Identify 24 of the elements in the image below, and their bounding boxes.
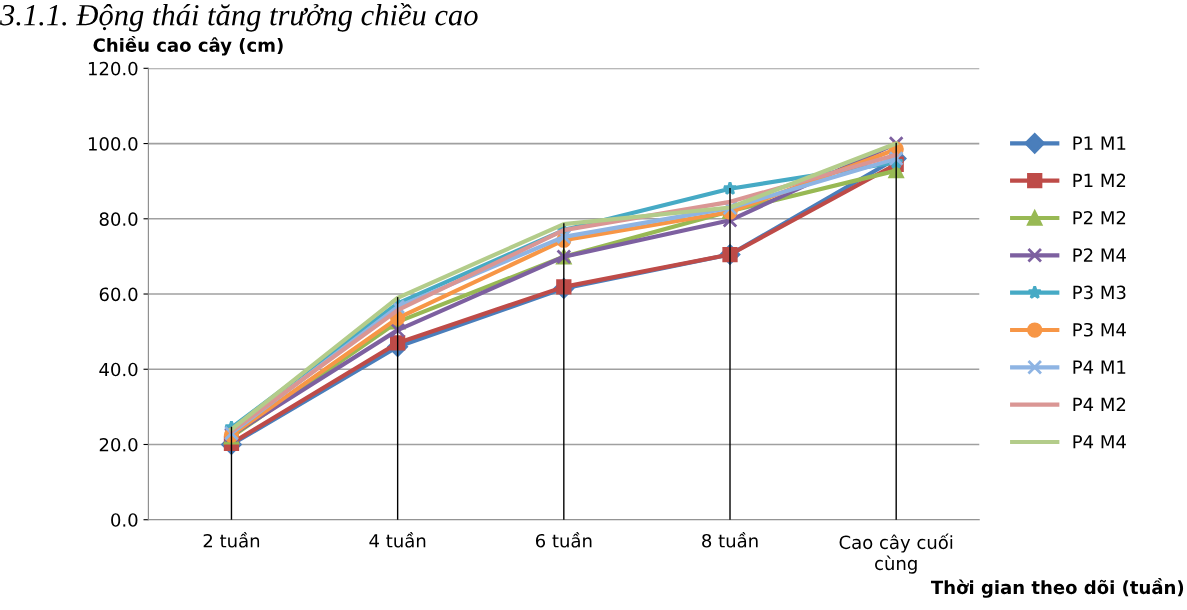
- y-tick-label: 80.0: [99, 212, 138, 226]
- legend-label: P3 M3: [1073, 285, 1126, 300]
- legend-label: P4 M1: [1073, 360, 1126, 374]
- y-axis-title: Chiều cao cây (cm): [93, 35, 283, 56]
- legend-label: P2 M4: [1073, 248, 1126, 262]
- y-tick-label: 40.0: [99, 362, 138, 377]
- x-tick-label: 8 tuần: [702, 532, 758, 548]
- x-tick-label: 6 tuần: [535, 532, 592, 548]
- legend-label: P4 M4: [1073, 435, 1126, 449]
- legend-label: P2 M2: [1073, 210, 1126, 225]
- chart-title: 3.1.1. Động thái tăng trưởng chiều cao: [0, 3, 478, 32]
- x-tick-label: 2 tuần: [203, 532, 260, 548]
- legend-label: P1 M1: [1073, 136, 1126, 150]
- x-tick-label: Cao cây cuối cùng: [839, 533, 953, 574]
- y-tick-label: 100.0: [88, 137, 138, 151]
- y-tick-label: 0.0: [111, 513, 138, 527]
- legend-label: P1 M2: [1073, 173, 1126, 187]
- y-tick-label: 60.0: [99, 287, 138, 302]
- legend-label: P3 M4: [1073, 322, 1126, 337]
- y-tick-label: 20.0: [99, 437, 138, 452]
- x-tick-label: 4 tuần: [369, 532, 426, 548]
- y-tick-label: 120.0: [88, 61, 138, 76]
- legend-label: P4 M2: [1073, 397, 1126, 412]
- x-axis-title: Thời gian theo dõi (tuần): [930, 578, 1184, 598]
